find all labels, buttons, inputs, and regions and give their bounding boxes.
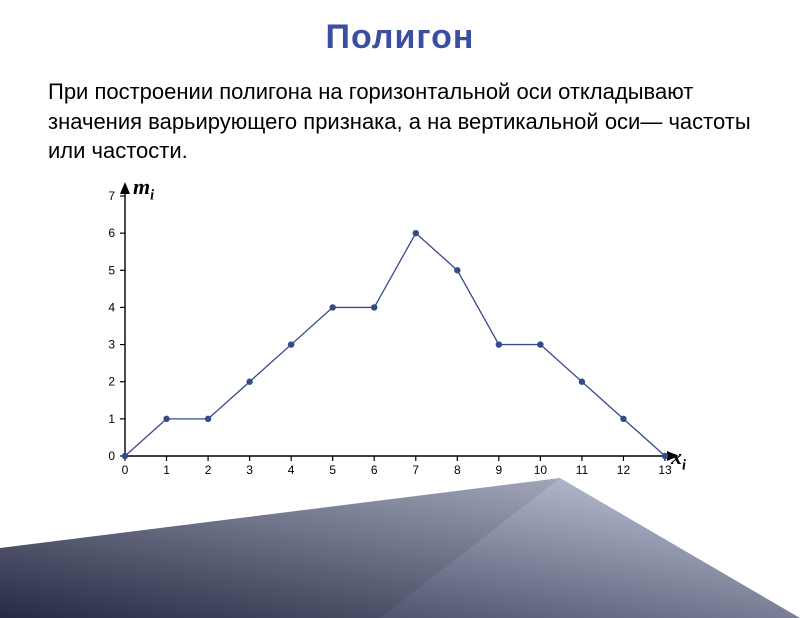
svg-text:6: 6 [108, 226, 115, 240]
page-title: Полигон [0, 18, 800, 57]
x-axis-label: xi [671, 444, 686, 474]
x-axis-label-main: x [671, 444, 682, 469]
svg-text:6: 6 [371, 463, 378, 477]
svg-text:5: 5 [108, 263, 115, 277]
svg-text:3: 3 [108, 338, 115, 352]
svg-text:0: 0 [108, 449, 115, 463]
svg-text:13: 13 [658, 463, 672, 477]
svg-text:11: 11 [576, 463, 589, 477]
svg-text:7: 7 [108, 189, 115, 203]
polygon-chart: 01234567012345678910111213 [70, 176, 720, 496]
svg-text:1: 1 [163, 463, 170, 477]
svg-text:9: 9 [496, 463, 503, 477]
svg-text:1: 1 [108, 412, 115, 426]
svg-text:3: 3 [246, 463, 253, 477]
svg-text:5: 5 [329, 463, 336, 477]
description-text: При построении полигона на горизонтально… [48, 77, 752, 166]
svg-text:7: 7 [412, 463, 419, 477]
y-axis-label-sub: i [150, 187, 154, 203]
y-axis-label: mi [133, 174, 154, 204]
svg-text:4: 4 [108, 300, 115, 314]
svg-text:0: 0 [122, 463, 129, 477]
svg-text:2: 2 [205, 463, 212, 477]
svg-text:8: 8 [454, 463, 461, 477]
y-axis-label-main: m [133, 174, 150, 199]
chart-container: mi xi 01234567012345678910111213 [70, 176, 800, 496]
svg-text:10: 10 [534, 463, 548, 477]
x-axis-label-sub: i [682, 457, 686, 473]
svg-text:2: 2 [108, 375, 115, 389]
svg-text:4: 4 [288, 463, 295, 477]
decorative-stripe [0, 478, 800, 618]
svg-text:12: 12 [617, 463, 631, 477]
